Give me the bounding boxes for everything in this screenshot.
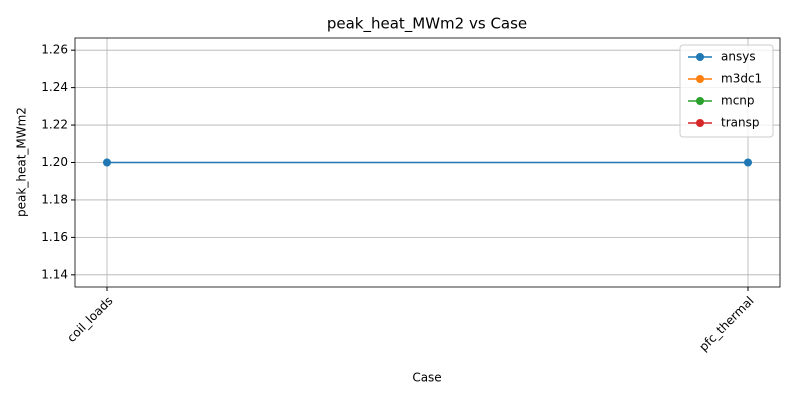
x-axis-label: Case [412,371,441,385]
legend-box [679,44,774,138]
data-point [744,158,752,167]
legend-marker [696,53,704,61]
y-tick-label: 1.20 [41,155,68,169]
x-tick-label: pfc_thermal [696,294,756,354]
y-tick-label: 1.22 [41,118,68,132]
x-tick-label: coil_loads [64,294,115,345]
data-point [103,158,111,167]
chart-title: peak_heat_MWm2 vs Case [327,15,527,34]
y-tick-label: 1.24 [41,80,68,94]
y-axis-label: peak_heat_MWm2 [15,107,29,217]
plot-frame [74,37,781,288]
legend-marker [696,119,704,127]
y-tick-label: 1.26 [41,43,68,57]
legend-marker [696,97,704,105]
legend-label: m3dc1 [721,72,762,86]
legend-label: transp [721,116,759,130]
y-tick-label: 1.14 [41,267,68,281]
legend-marker [696,75,704,83]
y-tick-label: 1.16 [41,230,68,244]
y-tick-label: 1.18 [41,192,68,206]
legend-label: mcnp [721,94,755,108]
legend-label: ansys [721,50,756,64]
